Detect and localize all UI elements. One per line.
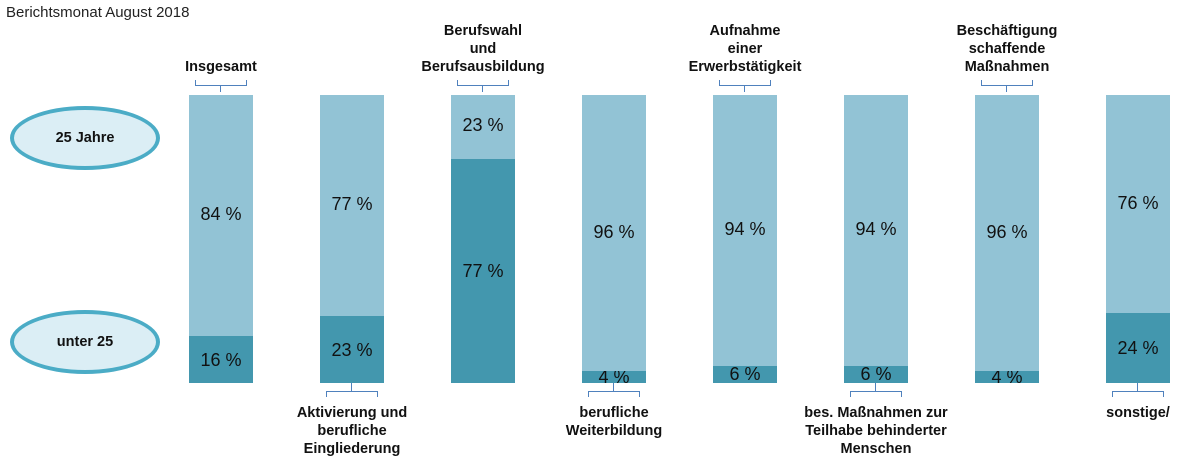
category-label: berufliche Weiterbildung — [565, 405, 663, 439]
value-label: 96 % — [593, 221, 635, 242]
bracket — [195, 80, 247, 86]
bar-segment — [844, 95, 908, 366]
bar-segment — [975, 371, 1039, 383]
category-label: Aufnahme einer Erwerbstätigkeit — [688, 23, 802, 75]
bracket — [981, 80, 1033, 86]
value-label: 76 % — [1117, 192, 1159, 213]
bar-segment — [844, 365, 908, 383]
bracket — [457, 80, 509, 86]
bracket-stem — [613, 383, 615, 391]
bar-segment — [1106, 95, 1170, 314]
bracket-stem — [744, 86, 746, 92]
value-label: 77 % — [462, 260, 504, 281]
value-label: 23 % — [462, 115, 504, 136]
bar-segment — [451, 95, 515, 159]
value-label: 6 % — [729, 364, 761, 385]
value-label: 23 % — [331, 339, 373, 360]
bracket-stem — [220, 86, 222, 92]
value-label: 84 % — [200, 204, 242, 225]
category-label: Insgesamt — [185, 59, 257, 75]
value-label: 24 % — [1117, 338, 1159, 359]
bracket-stem — [351, 383, 353, 391]
bar-segment — [320, 316, 384, 383]
legend-item: unter 25 — [10, 310, 160, 374]
bar-segment — [451, 158, 515, 383]
bar-segment — [713, 365, 777, 383]
bar-segment — [582, 95, 646, 372]
bracket-stem — [482, 86, 484, 92]
category-label: sonstige/ — [1106, 405, 1170, 421]
legend-item: 25 Jahre — [10, 106, 160, 170]
bracket — [326, 391, 378, 397]
bar-segment — [320, 95, 384, 317]
subtitle: Berichtsmonat August 2018 — [6, 4, 190, 21]
bracket — [588, 391, 640, 397]
bracket-stem — [875, 383, 877, 391]
value-label: 94 % — [724, 218, 766, 239]
bar-segment — [189, 336, 253, 383]
category-label: bes. Maßnahmen zur Teilhabe behinderter … — [804, 405, 948, 457]
bracket — [850, 391, 902, 397]
bracket — [1112, 391, 1164, 397]
category-label: Aktivierung und berufliche Eingliederung — [296, 405, 408, 457]
value-label: 77 % — [331, 194, 373, 215]
value-label: 4 % — [991, 367, 1023, 388]
bracket-stem — [1137, 383, 1139, 391]
value-label: 94 % — [855, 218, 897, 239]
category-label: Berufswahl und Berufsausbildung — [421, 23, 545, 75]
bracket — [719, 80, 771, 86]
bar-segment — [1106, 313, 1170, 383]
value-label: 4 % — [598, 367, 630, 388]
bar-segment — [713, 95, 777, 366]
category-label: Beschäftigung schaffende Maßnahmen — [956, 23, 1058, 75]
value-label: 6 % — [860, 364, 892, 385]
bar-segment — [582, 371, 646, 383]
bar-segment — [189, 95, 253, 337]
bar-segment — [975, 95, 1039, 372]
value-label: 16 % — [200, 349, 242, 370]
value-label: 96 % — [986, 221, 1028, 242]
bracket-stem — [1006, 86, 1008, 92]
